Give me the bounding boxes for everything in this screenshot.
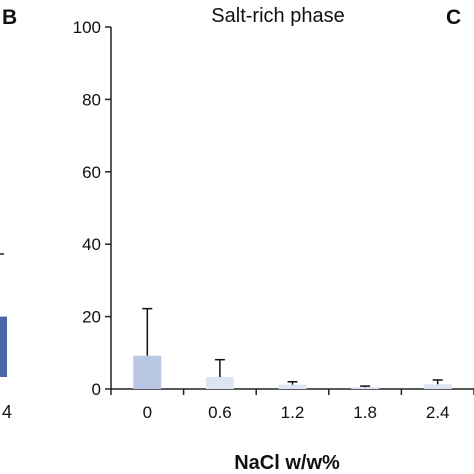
panel-label-c: C [446,6,461,29]
previous-panel-bar [0,316,7,377]
bar [278,384,307,389]
bar [205,377,234,389]
panel-label-b: B [2,6,17,29]
x-tick-label: 1.2 [281,403,305,422]
y-tick-label: 100 [73,18,101,37]
chart-title: Salt-rich phase [211,5,344,27]
y-tick-label: 20 [82,308,101,327]
x-tick-label: 0 [143,403,152,422]
previous-panel-tick-label: 4 [2,402,12,422]
x-tick-label: 1.8 [353,403,377,422]
error-bar-series [142,307,443,388]
x-tick-label: 2.4 [426,403,450,422]
x-axis-title: NaCl w/w% [234,452,340,474]
bar [133,355,162,389]
y-axis-ticks: 0 20 40 60 80 100 [73,18,111,399]
x-axis-ticks: 0 0.6 1.2 1.8 2.4 [110,389,474,422]
previous-panel-fragment: 4 [0,253,12,422]
x-tick-label: 0.6 [208,403,232,422]
y-tick-label: 40 [82,235,101,254]
y-tick-label: 60 [82,163,101,182]
bar-series [133,355,452,389]
bar [351,387,380,389]
y-tick-label: 80 [82,90,101,109]
y-tick-label: 0 [92,380,101,399]
bar [423,384,452,389]
